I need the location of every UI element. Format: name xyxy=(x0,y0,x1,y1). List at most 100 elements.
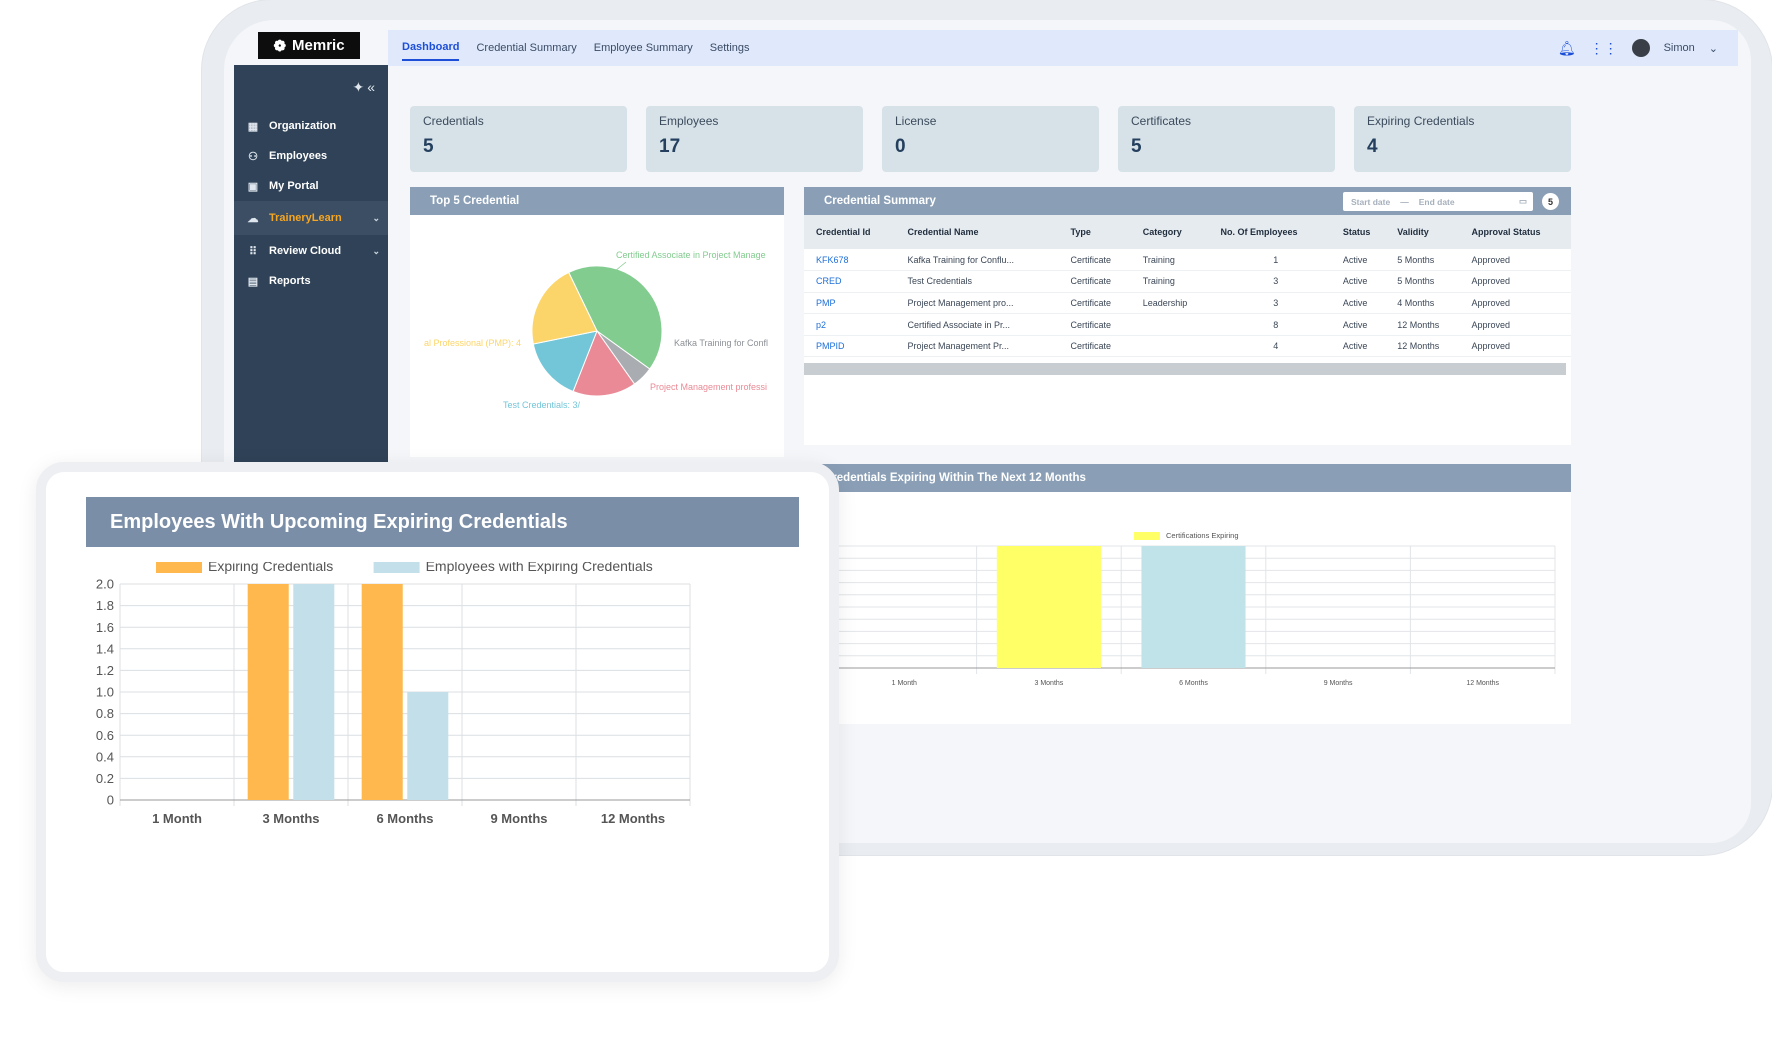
pie-group xyxy=(531,265,663,397)
pie-slice[interactable] xyxy=(532,330,598,393)
sidebar-item-employees[interactable]: ⚇ Employees xyxy=(234,139,388,173)
cell: Active xyxy=(1330,335,1386,358)
tab-employee-summary[interactable]: Employee Summary xyxy=(593,42,693,54)
x-tick-label: 1 Month xyxy=(152,811,202,826)
cell: Approved xyxy=(1459,270,1571,293)
y-tick-label: 0 xyxy=(107,793,114,808)
sidebar-item-trainerylearn[interactable]: ☁ TraineryLearn ⌄ xyxy=(234,201,388,235)
sidebar-item-my-portal[interactable]: ▣ My Portal xyxy=(234,169,388,203)
bar[interactable] xyxy=(247,584,289,800)
chevron-down-icon[interactable]: ⌄ xyxy=(372,212,380,223)
bell-icon[interactable]: 🔔︎ xyxy=(1557,39,1576,56)
employees-expiring-chart: 2.0 1.8 1.6 1.4 1.2 1.0 0.8 0.6 0.4 0.2 0 1 Month 3 … xyxy=(96,562,691,826)
cell-credential-id[interactable]: PMP xyxy=(804,292,896,315)
cell: Certificate xyxy=(1058,292,1131,315)
end-date-input[interactable]: End date xyxy=(1418,196,1455,207)
user-name[interactable]: Simon xyxy=(1663,42,1695,54)
calendar-icon[interactable]: ▭ xyxy=(1518,196,1527,206)
col-credential-id[interactable]: Credential Id xyxy=(804,215,896,249)
pin-collapse-icon[interactable]: ✦« xyxy=(352,79,378,95)
stat-label: Employees xyxy=(659,114,719,128)
col-approval-status[interactable]: Approval Status xyxy=(1459,215,1571,249)
table-row[interactable]: KFK678 Kafka Training for Conflu... Cert… xyxy=(804,249,1571,272)
stat-card-employees[interactable]: Employees 17 xyxy=(646,106,863,172)
front-card-title: Employees With Upcoming Expiring Credent… xyxy=(86,497,799,547)
cell: Kafka Training for Conflu... xyxy=(895,249,1059,272)
tab-credential-summary[interactable]: Credential Summary xyxy=(476,42,577,54)
app-logo[interactable]: ❁ Memric xyxy=(258,32,360,59)
cell-credential-id[interactable]: KFK678 xyxy=(804,249,896,272)
tab-settings[interactable]: Settings xyxy=(709,42,750,54)
cell: Project Management pro... xyxy=(895,292,1059,315)
stat-value: 17 xyxy=(659,136,681,157)
date-range-picker[interactable]: Start date — End date ▭ xyxy=(1343,192,1533,211)
stat-card-certificates[interactable]: Certificates 5 xyxy=(1118,106,1335,172)
bar[interactable] xyxy=(996,546,1101,668)
table-row[interactable]: PMPID Project Management Pr... Certifica… xyxy=(804,335,1571,358)
stat-card-expiring-credentials[interactable]: Expiring Credentials 4 xyxy=(1354,106,1571,172)
sidebar-item-reports[interactable]: ▤ Reports xyxy=(234,264,388,298)
legend-swatch xyxy=(1134,532,1160,540)
tab-dashboard[interactable]: Dashboard xyxy=(402,35,460,61)
col-status[interactable]: Status xyxy=(1330,215,1386,249)
cell-credential-id[interactable]: CRED xyxy=(804,270,896,293)
bar[interactable] xyxy=(407,692,449,800)
bar[interactable] xyxy=(293,584,335,800)
table-header-row: Credential Id Credential Name Type Categ… xyxy=(804,215,1571,249)
cell: Training xyxy=(1130,270,1209,293)
legend-swatch xyxy=(156,562,202,573)
building-icon: ▦ xyxy=(247,120,259,133)
x-tick-label: 3 Months xyxy=(1035,680,1064,687)
panel-title: Credentials Expiring Within The Next 12 … xyxy=(804,464,1571,492)
stat-card-credentials[interactable]: Credentials 5 xyxy=(410,106,627,172)
sidebar-item-organization[interactable]: ▦ Organization xyxy=(234,109,388,143)
cell: 3 xyxy=(1208,270,1331,293)
apps-grid-icon[interactable]: ⋮⋮ xyxy=(1589,39,1618,56)
leader-line xyxy=(614,261,627,272)
cell: Active xyxy=(1330,249,1386,272)
cell: 5 Months xyxy=(1385,270,1460,293)
cell: 4 xyxy=(1208,335,1331,358)
col-category[interactable]: Category xyxy=(1130,215,1209,249)
pie-label-certified-associate: Certified Associate in Project Manage xyxy=(616,250,766,260)
chevron-down-icon[interactable]: ⌄ xyxy=(372,245,380,256)
credential-table: Credential Id Credential Name Type Categ… xyxy=(804,215,1571,358)
x-tick-label: 6 Months xyxy=(376,811,433,826)
col-validity[interactable]: Validity xyxy=(1385,215,1460,249)
horizontal-scrollbar[interactable] xyxy=(804,363,1566,375)
cell xyxy=(1130,335,1209,358)
stat-value: 0 xyxy=(895,136,906,157)
dashboard-screen: ❁ Memric Dashboard Credential Summary Em… xyxy=(224,20,1751,843)
pie-slice[interactable] xyxy=(572,329,636,397)
start-date-input[interactable]: Start date xyxy=(1351,196,1391,207)
cell: Certificate xyxy=(1058,249,1131,272)
review-icon: ⠿ xyxy=(248,245,258,258)
sidebar-item-review-cloud[interactable]: ⠿ Review Cloud ⌄ xyxy=(234,234,388,268)
table-row[interactable]: p2 Certified Associate in Pr... Certific… xyxy=(804,313,1571,336)
table-row[interactable]: CRED Test Credentials Certificate Traini… xyxy=(804,270,1571,293)
sidebar-item-label: TraineryLearn xyxy=(269,212,342,224)
avatar[interactable] xyxy=(1631,39,1650,57)
cell-credential-id[interactable]: PMPID xyxy=(804,335,896,358)
chevron-down-icon[interactable]: ⌄ xyxy=(1708,42,1718,55)
pie-slice[interactable] xyxy=(531,271,598,345)
stat-card-license[interactable]: License 0 xyxy=(882,106,1099,172)
y-tick-label: 1.0 xyxy=(96,685,114,700)
col-credential-name[interactable]: Credential Name xyxy=(895,215,1059,249)
legend-label: Expiring Credentials xyxy=(208,562,333,574)
pie-slice[interactable] xyxy=(568,265,663,370)
stat-value: 4 xyxy=(1367,136,1378,157)
table-row[interactable]: PMP Project Management pro... Certificat… xyxy=(804,292,1571,315)
x-tick-label: 12 Months xyxy=(1466,680,1499,687)
expiring-12-months-chart: 2.01.81.61.41.21.00.80.60.40.201 Month3 … xyxy=(816,531,1556,687)
cell: Certificate xyxy=(1058,313,1131,336)
bar[interactable] xyxy=(361,584,403,800)
y-tick-label: 0.4 xyxy=(96,749,114,764)
y-tick-label: 0.6 xyxy=(96,728,114,743)
cell: 1 xyxy=(1208,249,1331,272)
bar[interactable] xyxy=(1141,546,1246,668)
cell-credential-id[interactable]: p2 xyxy=(804,313,896,336)
col-employees[interactable]: No. Of Employees xyxy=(1208,215,1331,249)
col-type[interactable]: Type xyxy=(1058,215,1131,249)
